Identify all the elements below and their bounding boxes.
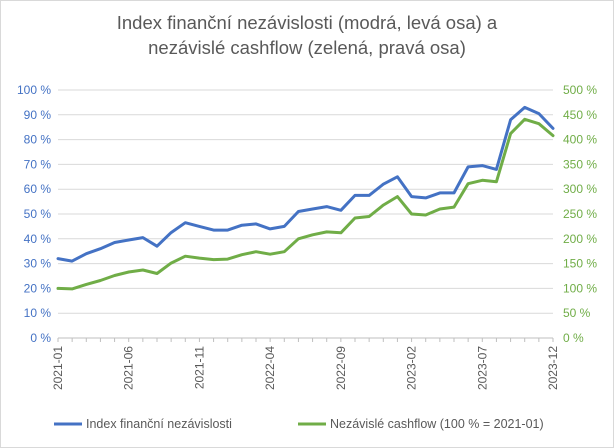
gridlines [58,89,553,339]
legend: Index finanční nezávislosti Nezávislé cas… [54,417,544,431]
left-y-tick-label: 0 % [30,331,51,345]
left-y-tick-label: 60 % [24,182,52,196]
left-y-tick-label: 80 % [24,133,52,147]
x-tick-label: 2023-02 [405,346,419,390]
left-y-tick-label: 100 % [17,83,51,97]
series-lines [56,105,555,291]
right-y-tick-label: 300 % [563,182,597,196]
left-y-tick-label: 10 % [24,306,52,320]
right-y-tick-label: 100 % [563,281,597,295]
right-y-tick-label: 250 % [563,207,597,221]
x-tick-label: 2021-01 [51,346,65,390]
right-y-tick-label: 350 % [563,157,597,171]
x-tick-label: 2021-06 [122,346,136,390]
left-y-tick-label: 40 % [24,232,52,246]
left-y-tick-label: 70 % [24,157,52,171]
x-tick-label: 2021-11 [192,346,206,389]
right-y-tick-label: 0 % [563,331,584,345]
x-tick-label: 2022-09 [334,346,348,390]
x-tick-label: 2022-04 [263,346,277,390]
index-series-line [56,105,555,263]
chart-title: Index finanční nezávislosti (modrá, levá… [0,10,614,60]
right-y-tick-label: 50 % [563,306,591,320]
right-y-tick-label: 450 % [563,108,597,122]
right-y-axis: 0 % 50 % 100 % 150 % 200 % 250 % 300 % 350 % 400… [563,83,597,345]
left-y-tick-label: 20 % [24,281,52,295]
x-tick-label: 2023-07 [475,346,489,390]
right-y-tick-label: 400 % [563,133,597,147]
left-y-tick-label: 30 % [24,257,52,271]
chart-title-line1: Index finanční nezávislosti (modrá, levá… [116,12,498,33]
x-axis: 2021-01 2021-06 2021-11 2022-04 2022-09 2023-… [51,337,560,390]
left-y-tick-label: 50 % [24,207,52,221]
chart-title-line2: nezávislé cashflow (zelená, pravá osa) [148,37,466,58]
legend-label: Nezávislé cashflow (100 % = 2021-01) [330,417,544,431]
cashflow-series-line [56,117,555,291]
right-y-tick-label: 150 % [563,257,597,271]
left-y-axis: 0 % 10 % 20 % 30 % 40 % 50 % 60 % 70 % 80 % 90 % 1… [17,83,51,345]
legend-label: Index finanční nezávislosti [86,417,232,431]
x-tick-label: 2023-12 [546,346,560,390]
right-y-tick-label: 500 % [563,83,597,97]
left-y-tick-label: 90 % [24,108,52,122]
right-y-tick-label: 200 % [563,232,597,246]
